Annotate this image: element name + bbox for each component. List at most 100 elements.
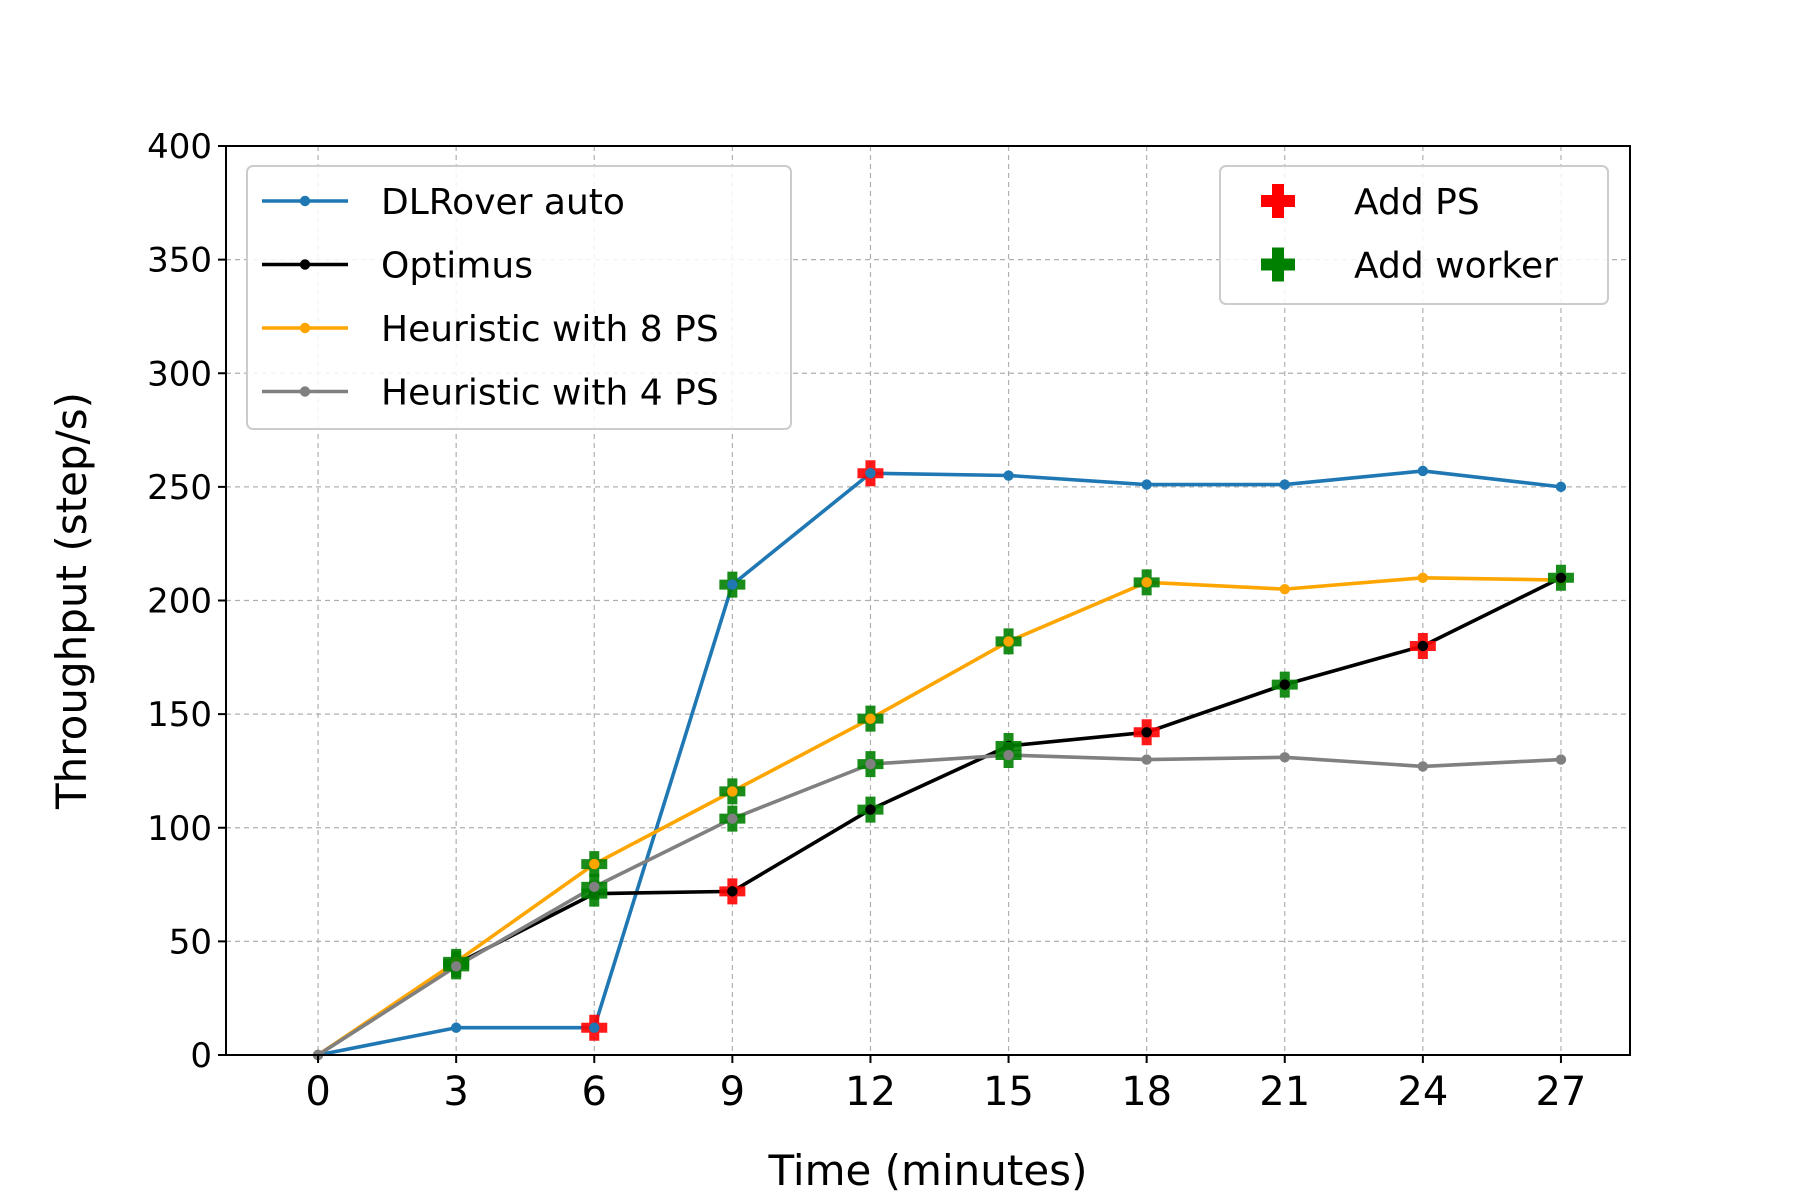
data-point	[450, 1022, 462, 1033]
x-tick-label: 9	[720, 1069, 745, 1115]
legend-label: Add PS	[1354, 182, 1480, 223]
series-line	[317, 469, 1562, 1057]
series-line	[317, 753, 1562, 1057]
marker-point	[589, 1022, 600, 1033]
x-tick-label: 3	[443, 1069, 468, 1115]
legend-label: DLRover auto	[381, 182, 625, 223]
event-marker	[1547, 564, 1574, 591]
event-marker	[995, 628, 1022, 655]
event-marker	[857, 751, 884, 778]
event-marker	[1409, 632, 1436, 659]
data-point	[1279, 583, 1290, 595]
marker-point	[589, 881, 600, 893]
x-tick-label: 27	[1535, 1069, 1586, 1115]
marker-point	[865, 758, 876, 770]
axes: 0 3 6 9 12 15 18 21 24 27 0 50 100 150 200 250 300 350 400…	[47, 127, 1631, 1195]
legend-item: Add PS	[1261, 182, 1480, 223]
legend-label: Heuristic with 4 PS	[381, 373, 719, 414]
x-tick-label: 6	[582, 1069, 607, 1115]
event-marker	[995, 742, 1022, 769]
series-line	[317, 575, 1561, 1057]
data-point	[1279, 479, 1290, 490]
legend-label: Heuristic with 8 PS	[381, 309, 719, 350]
series-legend: DLRover auto Optimus Heuristic with 8 PS He…	[246, 165, 792, 430]
data-point	[1555, 481, 1567, 493]
event-marker	[719, 778, 746, 805]
marker-point	[1279, 679, 1290, 690]
x-tick-label: 0	[305, 1069, 330, 1115]
legend-item: Optimus	[262, 246, 533, 287]
marker-point	[1003, 636, 1014, 647]
marker-point	[865, 468, 876, 479]
event-legend-box	[1219, 165, 1609, 305]
y-tick-label: 250	[147, 468, 212, 508]
marker-point	[1003, 749, 1014, 761]
event-marker	[719, 571, 746, 598]
y-axis-label: Throughput (step/s)	[47, 392, 96, 810]
legend-label: Add worker	[1354, 246, 1558, 287]
event-marker	[581, 1014, 608, 1041]
legend-plus-marker	[1261, 184, 1295, 218]
series-legend-box	[246, 165, 792, 430]
marker-point	[727, 579, 738, 590]
event-marker	[857, 796, 884, 823]
data-point	[1417, 572, 1429, 583]
marker-point	[1141, 577, 1152, 588]
event-marker	[857, 705, 884, 732]
legends: DLRover auto Optimus Heuristic with 8 PS He…	[246, 165, 1609, 430]
marker-point	[450, 961, 462, 972]
y-tick-label: 200	[147, 582, 212, 622]
legend-item: DLRover auto	[262, 182, 625, 223]
marker-point	[727, 813, 738, 824]
data-point	[1417, 761, 1429, 772]
marker-point	[1555, 572, 1567, 583]
y-tick-label: 0	[190, 1036, 212, 1076]
y-tick-label: 300	[147, 354, 212, 394]
event-marker	[1133, 719, 1160, 746]
legend-swatch-dot	[299, 322, 311, 334]
x-tick-label: 24	[1397, 1069, 1448, 1115]
data-point	[1555, 754, 1567, 765]
legend-swatch-dot	[299, 195, 311, 207]
legend-label: Optimus	[381, 246, 533, 287]
y-tick-label: 400	[147, 127, 212, 167]
event-markers	[443, 460, 1574, 1041]
x-tick-label: 15	[983, 1069, 1034, 1115]
marker-point	[865, 804, 876, 815]
event-marker	[1271, 671, 1298, 698]
data-point	[1141, 479, 1152, 490]
x-tick-label: 12	[845, 1069, 896, 1115]
data-point	[1417, 465, 1429, 477]
series-line	[317, 576, 1562, 1057]
legend-plus-marker	[1261, 247, 1295, 282]
event-marker	[719, 805, 746, 832]
data-point	[1279, 752, 1290, 763]
legend-item: Add worker	[1261, 246, 1558, 287]
event-marker	[857, 460, 884, 487]
data-point	[1003, 470, 1014, 481]
x-tick-label: 21	[1259, 1069, 1310, 1115]
y-tick-label: 50	[169, 922, 212, 962]
legend-swatch-dot	[299, 386, 311, 397]
legend-swatch-dot	[299, 259, 311, 270]
marker-point	[589, 858, 600, 870]
event-marker	[581, 851, 608, 878]
event-marker	[719, 878, 746, 905]
event-marker	[581, 873, 608, 900]
y-tick-label: 100	[147, 809, 212, 849]
event-marker	[1133, 569, 1160, 596]
y-tick-label: 150	[147, 695, 212, 735]
x-tick-label: 18	[1121, 1069, 1172, 1115]
event-marker	[443, 953, 470, 980]
x-axis-label: Time (minutes)	[768, 1146, 1088, 1195]
data-point	[1141, 754, 1152, 765]
marker-point	[727, 786, 738, 797]
marker-point	[1141, 727, 1152, 738]
legend-item: Heuristic with 8 PS	[262, 309, 719, 350]
marker-point	[865, 713, 876, 724]
event-legend: Add PS Add worker	[1219, 165, 1609, 305]
marker-point	[727, 886, 738, 897]
marker-point	[1417, 640, 1429, 652]
legend-item: Heuristic with 4 PS	[262, 373, 719, 414]
